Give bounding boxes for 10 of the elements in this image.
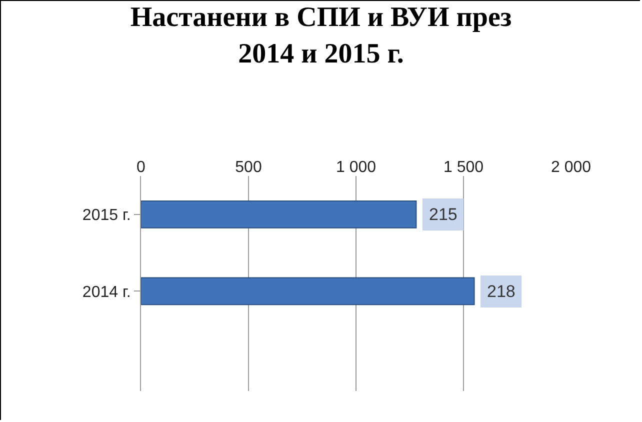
y-tick-label: 2015 г. [82, 206, 131, 224]
x-tick-label: 0 [136, 158, 146, 176]
chart-title: Настанени в СПИ и ВУИ през 2014 и 2015 г. [130, 2, 512, 70]
x-tick-label: 500 [235, 158, 262, 176]
y-tick-label: 2014 г. [82, 284, 131, 301]
annotation: 218 [487, 282, 516, 301]
x-tick-label: 1 000 [336, 158, 376, 176]
annotation: 215 [429, 205, 458, 224]
x-tick-label: 1 500 [443, 158, 484, 176]
x-tick-label: 2 000 [550, 158, 592, 176]
